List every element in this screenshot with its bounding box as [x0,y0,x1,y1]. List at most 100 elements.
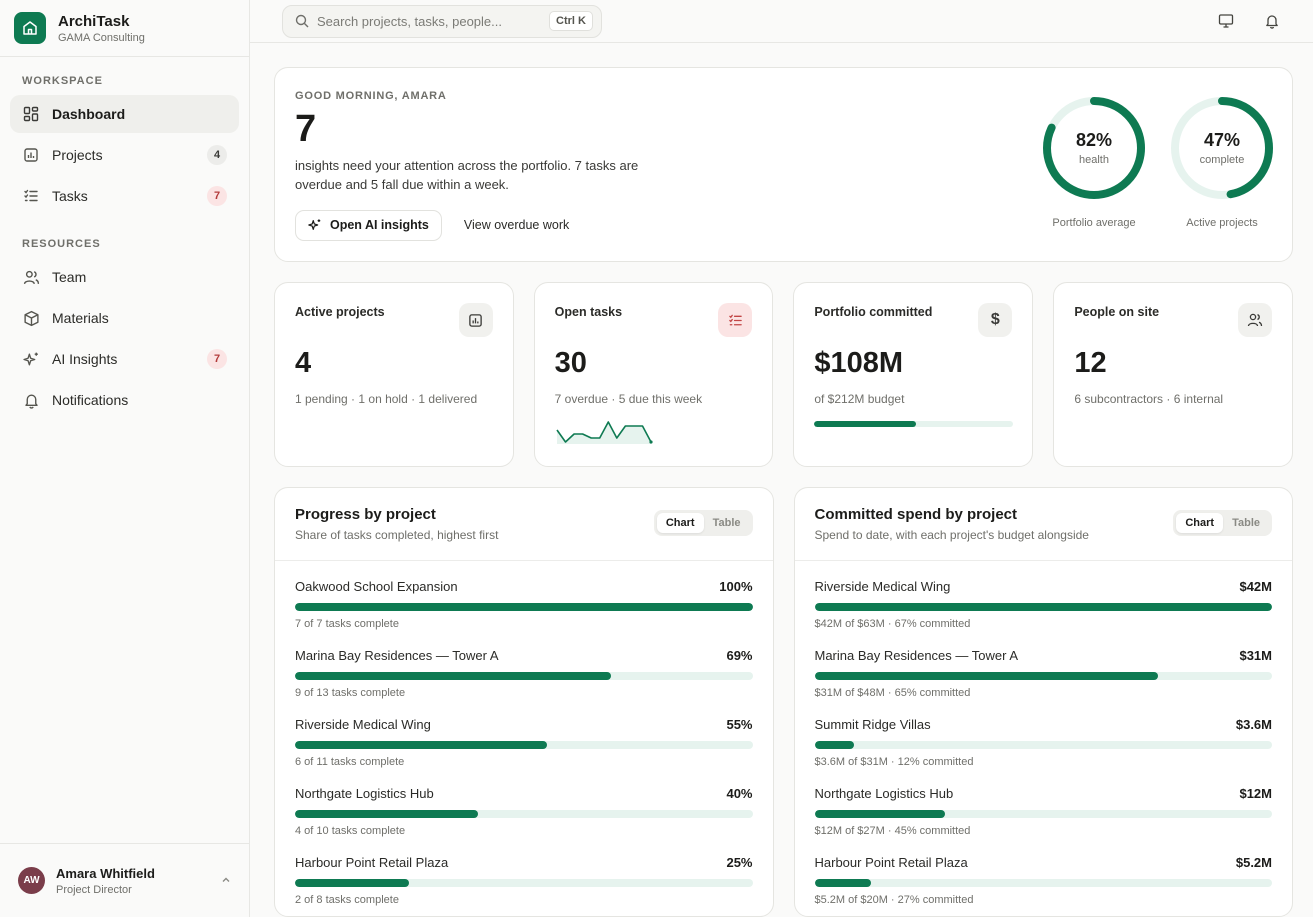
project-name: Northgate Logistics Hub [295,786,434,801]
project-value: $5.2M [1235,855,1272,870]
resources-section: RESOURCES Team Materials AI Insights 7 [0,218,249,422]
box-icon [22,309,40,327]
sparkline-line [556,421,652,443]
project-name: Harbour Point Retail Plaza [814,855,968,870]
chevron-up-icon[interactable] [221,874,231,888]
tasks-sparkline [556,421,653,444]
user-name: Amara Whitfield [56,865,155,881]
sidebar-item-label: AI Insights [52,351,118,367]
project-bar-fill [814,672,1158,680]
project-row[interactable]: Riverside Medical Wing $42M $42M of $63M ·… [814,579,1272,648]
project-name: Oakwood School Expansion [295,579,458,594]
stat-value: 12 [1074,347,1107,379]
project-subtext: 9 of 13 tasks complete [295,687,406,699]
project-bar [295,879,753,887]
project-name: Harbour Point Retail Plaza [295,855,449,870]
toggle-chart[interactable]: Chart [656,513,704,533]
user-menu[interactable]: AW Amara Whitfield Project Director [0,843,249,917]
stat-card-open-tasks[interactable]: Open tasks 30 7 overdue · 5 due this wee… [533,282,774,467]
stat-card-people-on-site[interactable]: People on site 12 6 subcontractors · 6 i… [1053,282,1294,467]
avatar: AW [18,867,45,894]
project-subtext: 4 of 10 tasks complete [295,825,406,837]
hero-rings: 82% health Portfolio average [1042,96,1274,229]
stat-card-portfolio-committed[interactable]: Portfolio committed $ $108M of $212M bud… [793,282,1034,467]
sidebar-item-ai-insights[interactable]: AI Insights 7 [10,340,239,378]
brand[interactable]: ArchiTask GAMA Consulting [0,0,249,57]
view-toggle: Chart Table [653,510,753,536]
sidebar: ArchiTask GAMA Consulting WORKSPACE Dash… [0,0,250,917]
project-row[interactable]: Riverside Medical Wing 55% 6 of 11 tasks c… [295,717,753,786]
sparkle-icon [22,350,40,368]
sidebar-item-team[interactable]: Team [10,258,239,296]
panels-row: Progress by project Share of tasks compl… [274,487,1293,917]
project-bar-fill [295,810,478,818]
monitor-icon[interactable] [1217,12,1235,30]
project-bar-fill [814,603,1272,611]
bell-icon [22,391,40,409]
project-subtext: $12M of $27M · 45% committed [814,825,971,837]
ring-value: 82% [1075,130,1113,150]
toggle-table[interactable]: Table [1232,517,1260,529]
toggle-table[interactable]: Table [712,517,741,529]
search-input[interactable] [317,13,550,29]
stat-subtext: 1 pending · 1 on hold · 1 delivered [295,392,478,406]
project-row[interactable]: Marina Bay Residences — Tower A $31M $31M … [814,648,1272,717]
project-subtext: $42M of $63M · 67% committed [814,618,971,630]
search-shortcut: Ctrl K [549,11,593,31]
sidebar-item-materials[interactable]: Materials [10,299,239,337]
project-bar [814,741,1272,749]
sidebar-item-label: Materials [52,310,109,326]
project-value: 25% [726,855,753,870]
project-row[interactable]: Harbour Point Retail Plaza 25% 2 of 8 task… [295,855,753,916]
panel-title: Committed spend by project [814,506,1018,523]
main-area: Ctrl K GOOD MORNING, AMARA 7 insights ne… [250,0,1313,917]
project-name: Marina Bay Residences — Tower A [814,648,1019,663]
bell-icon[interactable] [1263,12,1281,30]
spend-rows: Riverside Medical Wing $42M $42M of $63M ·… [795,561,1293,916]
ring-label: complete [1199,154,1245,166]
dollar-icon: $ [978,303,1013,337]
tasks-count-badge: 7 [207,186,227,206]
home-logo-icon [14,12,46,44]
project-row[interactable]: Harbour Point Retail Plaza $5.2M $5.2M of … [814,855,1272,916]
project-value: $3.6M [1235,717,1272,732]
project-value: $42M [1239,579,1272,594]
open-ai-insights-button[interactable]: Open AI insights [295,209,442,241]
sidebar-item-tasks[interactable]: Tasks 7 [10,177,239,215]
ring-chart [1171,97,1273,199]
stat-subtext: of $212M budget [814,392,905,406]
project-bar [295,741,753,749]
progress-by-project-panel: Progress by project Share of tasks compl… [274,487,774,917]
sidebar-item-projects[interactable]: Projects 4 [10,136,239,174]
view-overdue-link[interactable]: View overdue work [463,218,570,233]
toggle-chart[interactable]: Chart [1176,513,1224,533]
grid-icon [22,105,40,123]
brand-name: ArchiTask [58,12,130,30]
ring-value: 47% [1203,130,1241,150]
panel-title: Progress by project [295,506,436,523]
projects-count-badge: 4 [207,145,227,165]
workspace-section: WORKSPACE Dashboard Projects 4 Tasks [0,57,249,218]
sidebar-item-dashboard[interactable]: Dashboard [10,95,239,133]
search-box[interactable]: Ctrl K [282,4,602,38]
stat-value: 30 [554,347,587,379]
budget-progress-bar [814,421,1014,427]
resources-title: RESOURCES [22,238,101,250]
stat-card-active-projects[interactable]: Active projects 4 1 pending · 1 on hold … [274,282,514,467]
panel-subtitle: Share of tasks completed, highest first [295,528,499,542]
chart-doc-icon [458,303,493,337]
stat-title: Active projects [295,305,385,319]
project-row[interactable]: Summit Ridge Villas $3.6M $3.6M of $31M · … [814,717,1272,786]
project-row[interactable]: Marina Bay Residences — Tower A 69% 9 of 1… [295,648,753,717]
sparkline-end-point [649,440,653,444]
project-row[interactable]: Northgate Logistics Hub $12M $12M of $27M … [814,786,1272,855]
stat-value: $108M [814,347,904,379]
project-row[interactable]: Northgate Logistics Hub 40% 4 of 10 tasks … [295,786,753,855]
project-row[interactable]: Oakwood School Expansion 100% 7 of 7 tasks… [295,579,753,648]
topbar: Ctrl K [250,0,1313,43]
sparkline-area [556,422,651,444]
budget-progress-fill [814,421,916,427]
sidebar-item-notifications[interactable]: Notifications [10,381,239,419]
project-subtext: 6 of 11 tasks complete [295,756,405,768]
project-value: 40% [726,786,753,801]
